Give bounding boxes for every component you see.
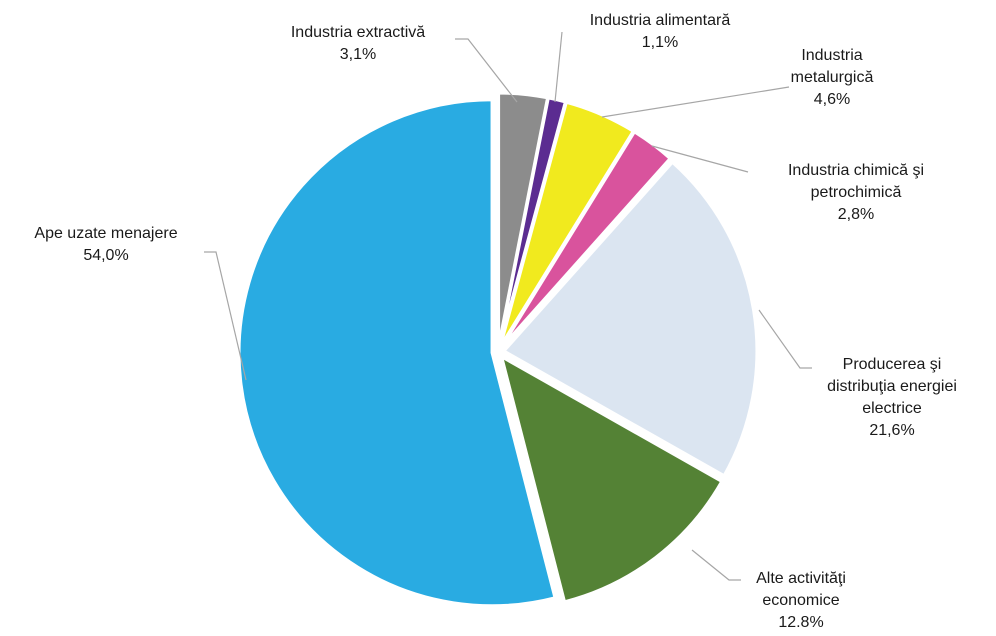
pie-slice-producerea-si-distributia-energiei-electrice	[501, 160, 759, 478]
pie-slice-alte-activitati-economice	[499, 353, 724, 604]
slice-label-ape-uzate-menajere: Ape uzate menajere 54,0%	[34, 225, 177, 264]
slice-category-label: Producerea şi	[843, 356, 942, 373]
leader-line-producerea-si-distributia-energiei-electrice	[758, 309, 812, 369]
slice-label-industria-chimica-si-petrochimica: Industria chimică şi petrochimică 2,8%	[788, 162, 924, 223]
slice-category-label: Industria extractivă	[291, 24, 425, 41]
slice-category-label: Industria chimică şi	[788, 162, 924, 179]
leader-line-industria-extractiva	[455, 38, 518, 103]
leader-lines	[204, 31, 812, 581]
slice-value-label: 3,1%	[340, 46, 376, 63]
slice-value-label: 12.8%	[778, 614, 823, 631]
slice-label-industria-extractiva: Industria extractivă 3,1%	[291, 24, 425, 63]
pie-slice-ape-uzate-menajere	[237, 98, 557, 608]
slice-category-label: Industria alimentară	[590, 12, 731, 29]
leader-line-industria-metalurgica	[601, 86, 790, 118]
slice-value-label: 2,8%	[838, 206, 874, 223]
slice-category-label: petrochimică	[811, 184, 902, 201]
slice-label-producerea-si-distributia-energiei-electrice: Producerea şi distribuţia energiei electri…	[827, 356, 957, 439]
slice-label-alte-activitati-economice: Alte activităţi economice 12.8%	[756, 570, 846, 631]
slice-label-industria-metalurgica: Industria metalurgică 4,6%	[791, 47, 874, 108]
slice-category-label: Ape uzate menajere	[34, 225, 177, 242]
leader-line-industria-chimica-si-petrochimica	[651, 145, 749, 173]
slice-value-label: 1,1%	[642, 34, 678, 51]
slice-label-industria-alimentara: Industria alimentară 1,1%	[590, 12, 731, 51]
slice-category-label: metalurgică	[791, 69, 874, 86]
slice-category-label: distribuţia energiei	[827, 378, 957, 395]
leader-line-alte-activitati-economice	[691, 549, 741, 581]
leader-line-industria-alimentara	[554, 31, 563, 103]
pie-slices	[237, 91, 759, 608]
slice-category-label: Alte activităţi	[756, 570, 846, 587]
leader-line-ape-uzate-menajere	[204, 251, 247, 381]
slice-value-label: 21,6%	[869, 422, 914, 439]
slice-category-label: Industria	[801, 47, 862, 64]
slice-value-label: 4,6%	[814, 91, 850, 108]
slice-category-label: electrice	[862, 400, 922, 417]
pie-slice-industria-chimica-si-petrochimica	[500, 129, 673, 349]
slice-value-label: 54,0%	[83, 247, 128, 264]
slice-category-label: economice	[762, 592, 839, 609]
slice-labels: Industria extractivă 3,1% Industria alimen…	[34, 12, 957, 631]
